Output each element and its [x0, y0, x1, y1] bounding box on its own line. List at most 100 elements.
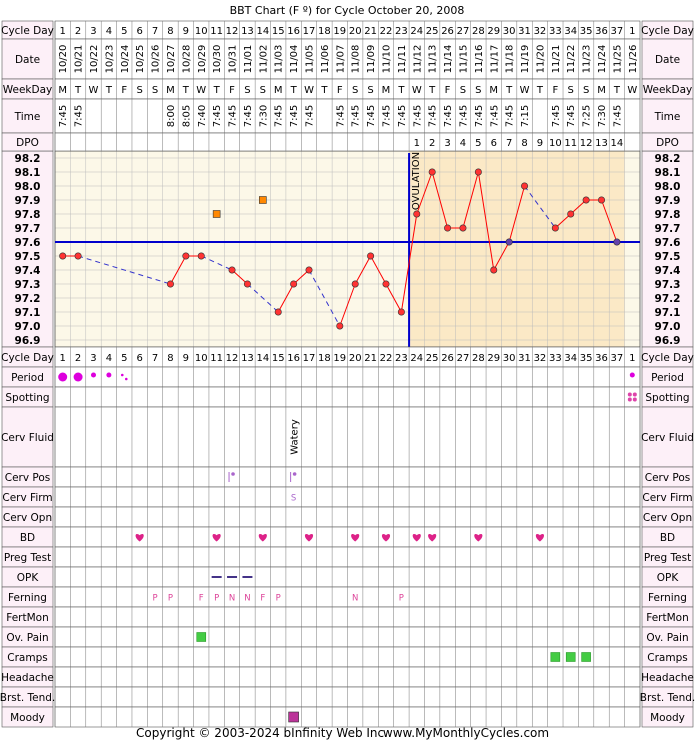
time-cell: 8:05	[181, 105, 192, 127]
cycle-day-cell: 37	[611, 353, 624, 364]
weekday-cell: T	[182, 85, 190, 96]
obs-label-cerv_fluid-right: Cerv Fluid	[641, 432, 694, 444]
obs-label-ov_pain-left: Ov. Pain	[6, 632, 48, 644]
next-cycle-background	[624, 151, 640, 347]
obs-label-spotting-right: Spotting	[645, 392, 689, 404]
weekday-cell: F	[229, 85, 235, 96]
date-cell: 11/01	[243, 45, 254, 74]
weekday-cell: W	[196, 85, 206, 96]
cycle_day-cell: 7	[152, 26, 158, 37]
date-cell: 10/27	[166, 45, 177, 74]
weekday-cell: F	[552, 85, 558, 96]
cycle_day-cell: 24	[410, 26, 423, 37]
obs-label-cramps-left: Cramps	[7, 652, 47, 664]
y-tick-label: 97.5	[15, 251, 41, 263]
date-cell: 10/29	[197, 45, 208, 74]
y-tick-label: 98.2	[655, 153, 681, 165]
date-cell: 10/22	[89, 45, 100, 74]
obs-label-opk-left: OPK	[17, 572, 40, 584]
date-cell: 11/13	[428, 45, 439, 74]
obs-label-bd-left: BD	[20, 532, 35, 544]
temp-point	[351, 280, 359, 288]
time-cell: 7:30	[258, 105, 269, 127]
weekday-cell: T	[74, 85, 82, 96]
obs-label-cerv_opn-left: Cerv Opn	[3, 512, 52, 524]
dpo-cell: 7	[506, 138, 512, 149]
obs-label-brst_tend-right: Brst. Tend.	[640, 692, 695, 704]
weekday-cell: T	[213, 85, 221, 96]
obs-label-cerv_opn-right: Cerv Opn	[643, 512, 692, 524]
date-cell: 11/08	[351, 45, 362, 74]
weekday-cell: S	[475, 85, 481, 96]
y-tick-label: 97.7	[15, 223, 41, 235]
weekday-cell: T	[105, 85, 113, 96]
cycle-day-cell: 6	[136, 353, 142, 364]
date-cell: 10/25	[135, 45, 146, 74]
temp-point	[382, 280, 390, 288]
obs-label-ov_pain-right: Ov. Pain	[646, 632, 688, 644]
time-cell: 7:45	[335, 105, 346, 127]
row-label-box-time-left	[1, 98, 54, 134]
ov_pain-mark	[196, 632, 207, 642]
weekday-cell: S	[460, 85, 466, 96]
obs-label-cramps-right: Cramps	[647, 652, 687, 664]
weekday-cell: W	[627, 85, 637, 96]
temp-point	[474, 168, 482, 176]
cycle_day-cell: 19	[333, 26, 346, 37]
weekday-cell: S	[260, 85, 266, 96]
obs-label-box-cerv_fluid-right	[641, 406, 694, 468]
ferning-mark: N	[244, 594, 250, 604]
dpo-cell: 10	[549, 138, 562, 149]
y-tick-label: 97.0	[655, 321, 681, 333]
cycle_day-cell: 4	[106, 26, 112, 37]
time-cell: 7:45	[289, 105, 300, 127]
ferning-mark: N	[229, 594, 235, 604]
bd-heart-icon	[258, 534, 267, 542]
cycle_day-cell: 21	[364, 26, 377, 37]
bd-heart-icon	[351, 534, 360, 542]
temp-point	[444, 224, 452, 232]
obs-label-cycle_day2-left: Cycle Day	[1, 352, 54, 364]
spotting-mark	[632, 397, 637, 402]
bd-heart-icon	[135, 534, 144, 542]
cycle-day-cell: 2	[75, 353, 81, 364]
cycle-day-cell: 3	[90, 353, 96, 364]
cerv-pos-dot	[292, 472, 297, 476]
spotting-mark	[627, 392, 632, 397]
bd-heart-icon	[474, 534, 483, 542]
time-cell: 7:45	[351, 105, 362, 127]
cycle-day-cell: 31	[518, 353, 531, 364]
cycle-day-cell: 21	[364, 353, 377, 364]
period-heavy-mark	[73, 372, 83, 382]
temp-segment	[385, 283, 402, 313]
row-label-weekday-left: WeekDay	[3, 84, 53, 96]
temp-point	[505, 238, 513, 246]
bd-heart-icon	[535, 534, 545, 542]
ferning-mark: F	[199, 594, 204, 604]
time-cell: 7:45	[458, 105, 469, 127]
temp-point	[274, 308, 282, 316]
ferning-mark: P	[399, 594, 404, 604]
dpo-cell: 11	[564, 138, 577, 149]
row-label-box-date-right	[641, 38, 694, 80]
date-cell: 11/04	[289, 45, 300, 74]
cycle-day-cell: 17	[303, 353, 316, 364]
cycle-day-cell: 16	[287, 353, 300, 364]
date-cell: 11/07	[335, 45, 346, 74]
cycle-day-cell: 35	[580, 353, 593, 364]
obs-label-brst_tend-left: Brst. Tend.	[0, 692, 55, 704]
row-label-box-dpo-left	[1, 132, 54, 152]
y-tick-label: 97.8	[655, 209, 681, 221]
weekday-cell: T	[613, 85, 621, 96]
obs-label-spotting-left: Spotting	[5, 392, 49, 404]
weekday-cell: S	[352, 85, 358, 96]
cycle-day-cell: 34	[564, 353, 577, 364]
cycle_day-cell: 14	[256, 26, 269, 37]
footer-site[interactable]: www.MyMonthlyCycles.com	[383, 726, 549, 740]
period-light-mark	[106, 372, 112, 378]
obs-label-cerv_fluid-left: Cerv Fluid	[1, 432, 54, 444]
row-label-time-right: Time	[654, 111, 681, 123]
weekday-cell: S	[583, 85, 589, 96]
obs-label-moody-right: Moody	[650, 712, 685, 724]
period-spot-mark	[120, 373, 124, 377]
